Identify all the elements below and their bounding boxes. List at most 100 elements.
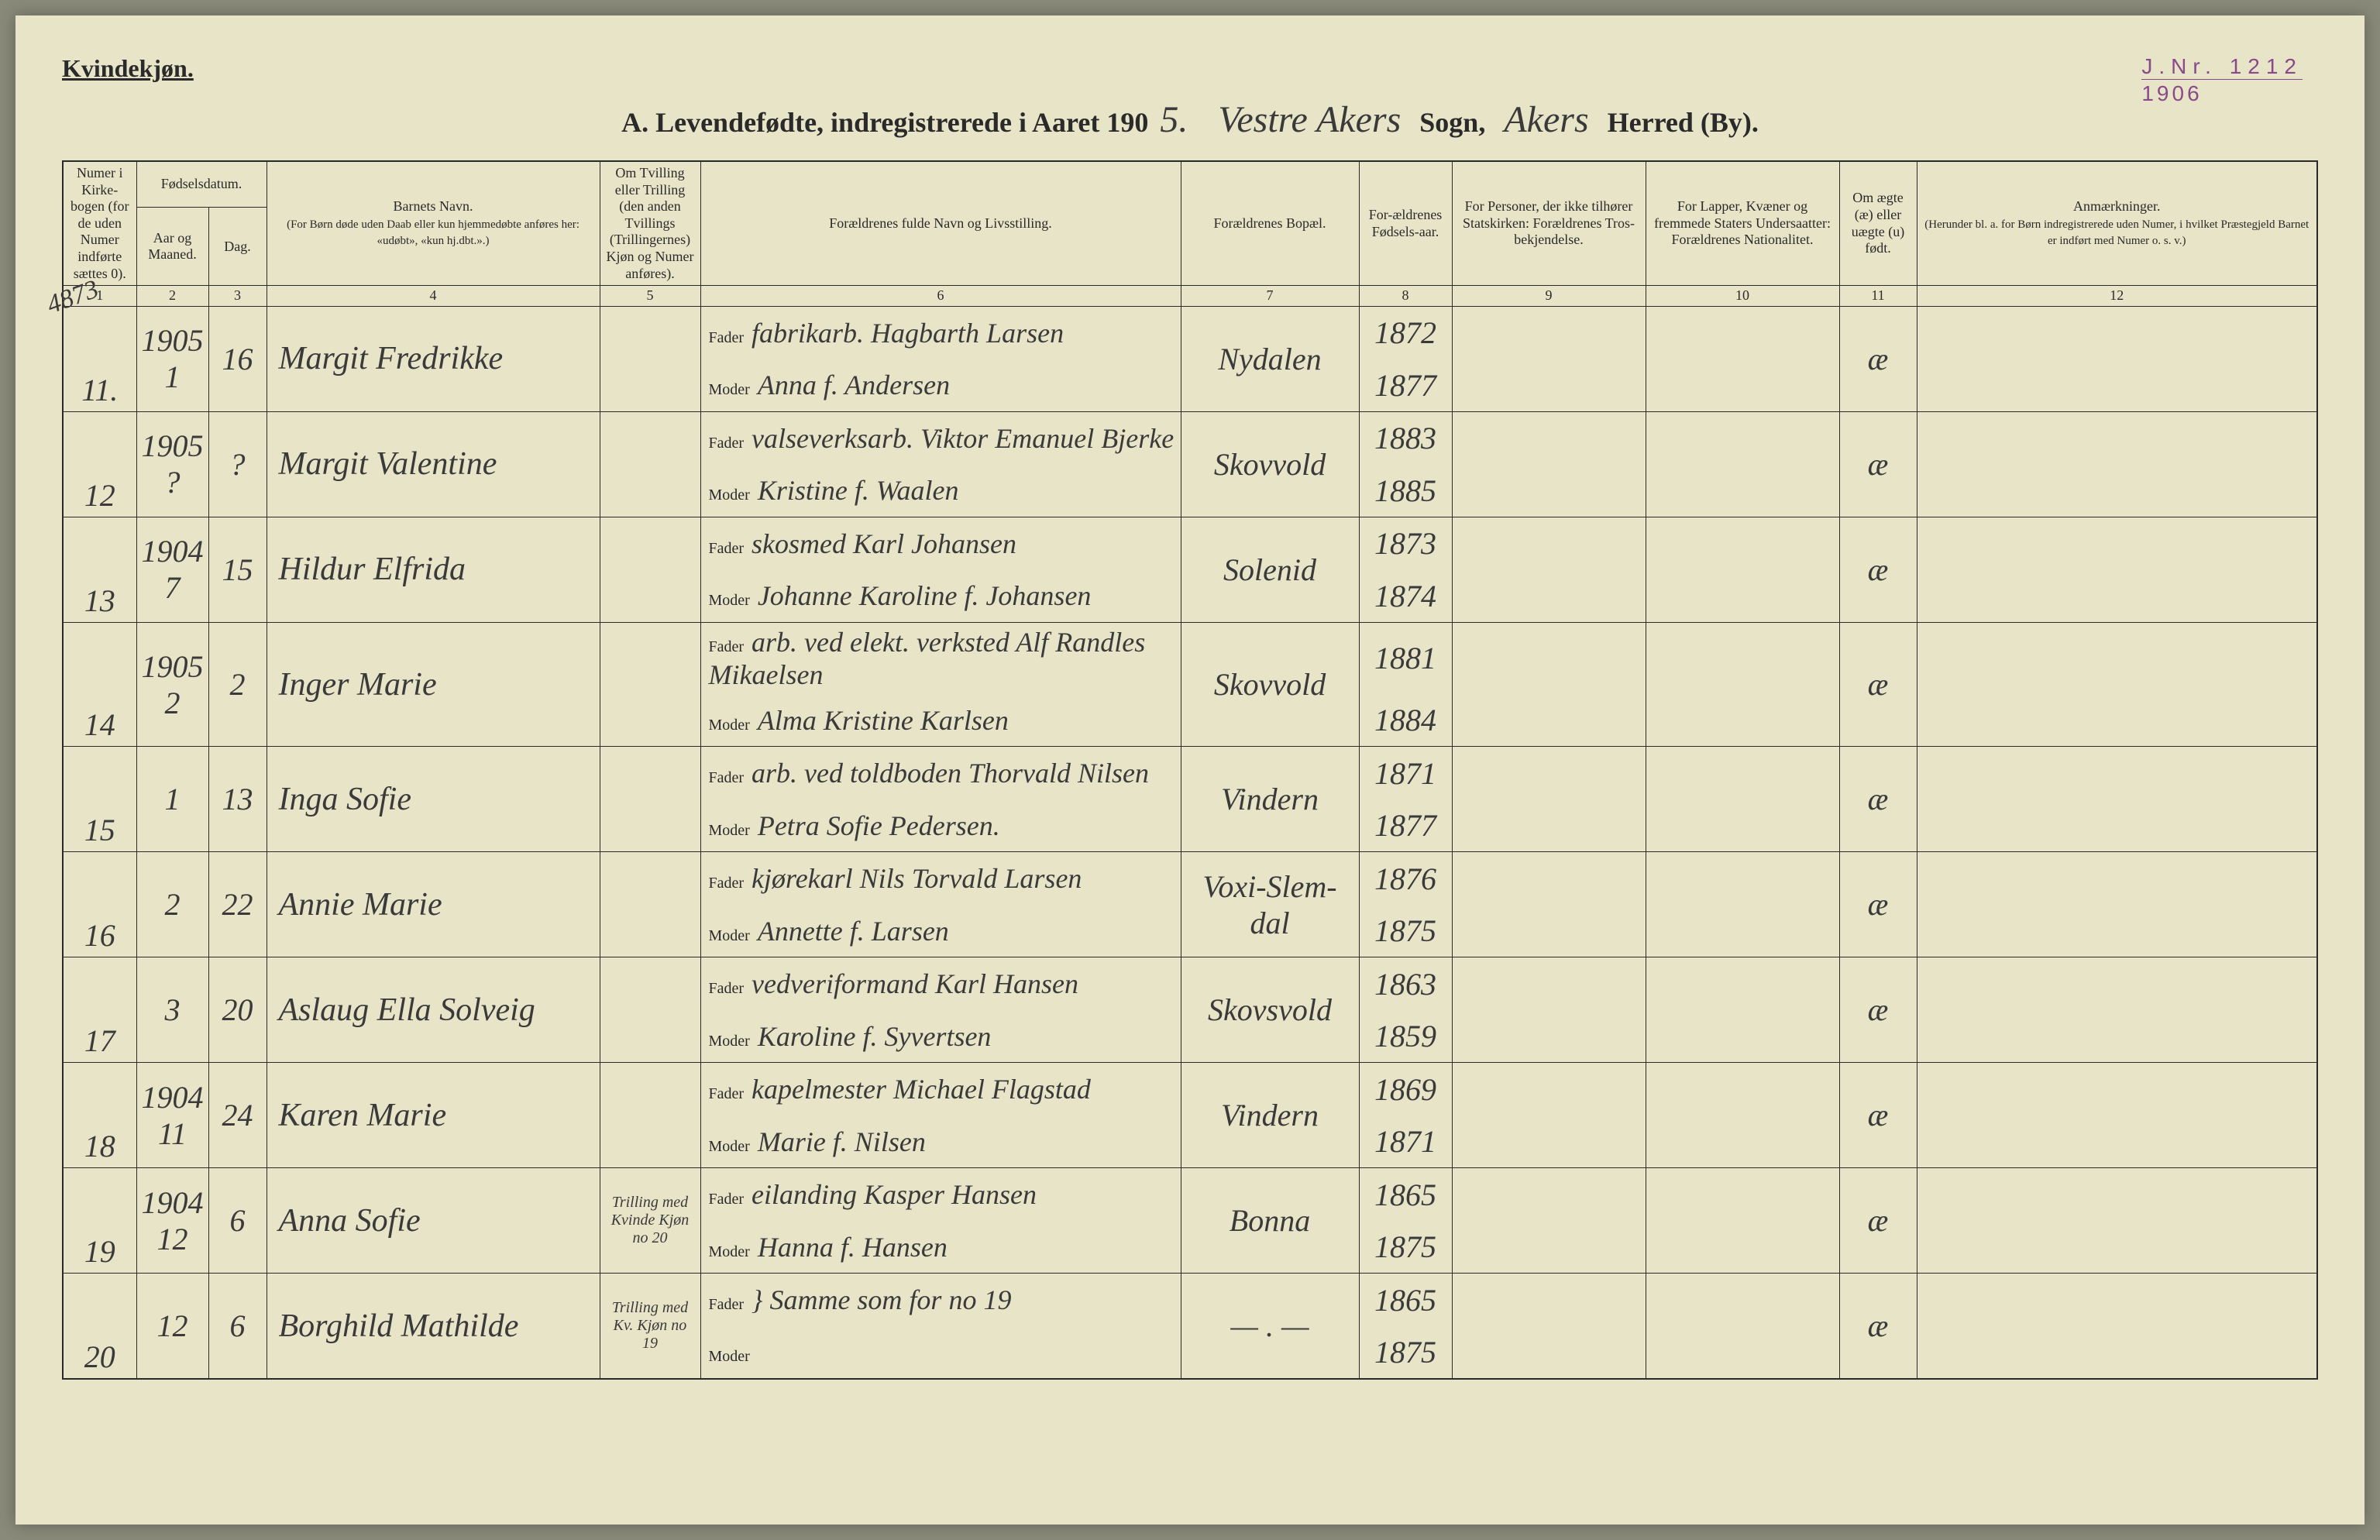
mother-birth-year: 1874 [1359, 569, 1452, 622]
col-header-residence: Forældrenes Bopæl. [1181, 161, 1359, 286]
legitimacy: æ [1839, 306, 1917, 411]
day: 6 [208, 1274, 267, 1379]
entry-number: 15 [63, 747, 136, 852]
religion [1452, 1168, 1646, 1274]
father-label: Fader [709, 1085, 745, 1102]
legitimacy: æ [1839, 747, 1917, 852]
day: 20 [208, 957, 267, 1063]
twin-note [600, 306, 700, 411]
father-label: Fader [709, 875, 745, 892]
legitimacy: æ [1839, 622, 1917, 747]
remarks [1917, 1168, 2317, 1274]
col-header-year-month: Aar og Maaned. [136, 208, 208, 286]
father-row: Faderkjørekarl Nils Torvald Larsen [700, 852, 1181, 905]
nationality [1646, 957, 1839, 1063]
col-header-parents: Forældrenes fulde Navn og Livsstilling. [700, 161, 1181, 286]
father-row: Faderfabrikarb. Hagbarth Larsen [700, 306, 1181, 359]
residence: Skovvold [1181, 622, 1359, 747]
father-row: Fader} Samme som for no 19 [700, 1274, 1181, 1326]
col-header-name: Barnets Navn. (For Børn døde uden Daab e… [267, 161, 600, 286]
father-label: Fader [709, 1191, 745, 1208]
year-month: 19052 [136, 622, 208, 747]
birth-register-table: Numer i Kirke-bogen (for de uden Numer i… [62, 160, 2318, 1380]
entry-number: 14 [63, 622, 136, 747]
nationality [1646, 1274, 1839, 1379]
twin-note: Trilling med Kv. Kjøn no 19 [600, 1274, 700, 1379]
table-row: 16222Annie MarieFaderkjørekarl Nils Torv… [63, 852, 2317, 905]
father-row: Faderarb. ved elekt. verksted Alf Randle… [700, 622, 1181, 694]
father-label: Fader [709, 435, 745, 452]
mother-label: Moder [709, 717, 750, 734]
year-month: 19047 [136, 517, 208, 622]
child-name: Inger Marie [267, 622, 600, 747]
remarks [1917, 747, 2317, 852]
table-header: Numer i Kirke-bogen (for de uden Numer i… [63, 161, 2317, 306]
religion [1452, 517, 1646, 622]
father-birth-year: 1871 [1359, 747, 1452, 799]
child-name: Anna Sofie [267, 1168, 600, 1274]
twin-note [600, 411, 700, 517]
father-birth-year: 1872 [1359, 306, 1452, 359]
legitimacy: æ [1839, 517, 1917, 622]
residence: Voxi-Slem-dal [1181, 852, 1359, 957]
day: 22 [208, 852, 267, 957]
mother-label: Moder [709, 486, 750, 504]
mother-row: Moder [700, 1326, 1181, 1379]
table-row: 121905??Margit ValentineFadervalseverksa… [63, 411, 2317, 464]
remarks [1917, 957, 2317, 1063]
mother-birth-year: 1875 [1359, 1221, 1452, 1274]
district-label: Herred (By). [1608, 107, 1759, 138]
remarks [1917, 852, 2317, 957]
year-month: 190411 [136, 1063, 208, 1168]
mother-row: ModerHanna f. Hansen [700, 1221, 1181, 1274]
residence: — . — [1181, 1274, 1359, 1379]
mother-row: ModerKristine f. Waalen [700, 464, 1181, 517]
father-row: Faderkapelmester Michael Flagstad [700, 1063, 1181, 1115]
mother-birth-year: 1877 [1359, 799, 1452, 852]
child-name: Karen Marie [267, 1063, 600, 1168]
father-birth-year: 1869 [1359, 1063, 1452, 1115]
father-birth-year: 1863 [1359, 957, 1452, 1010]
twin-note [600, 1063, 700, 1168]
child-name: Borghild Mathilde [267, 1274, 600, 1379]
journal-stamp: J.Nr. 1212 1906 [2141, 54, 2303, 106]
religion [1452, 852, 1646, 957]
father-birth-year: 1876 [1359, 852, 1452, 905]
mother-birth-year: 1875 [1359, 905, 1452, 957]
remarks [1917, 517, 2317, 622]
nationality [1646, 622, 1839, 747]
entry-number: 16 [63, 852, 136, 957]
entry-number: 19 [63, 1168, 136, 1274]
col-header-religion: For Personer, der ikke tilhører Statskir… [1452, 161, 1646, 286]
child-name: Margit Valentine [267, 411, 600, 517]
child-name: Aslaug Ella Solveig [267, 957, 600, 1063]
col-header-legitimacy: Om ægte (æ) eller uægte (u) født. [1839, 161, 1917, 286]
mother-birth-year: 1859 [1359, 1010, 1452, 1063]
mother-row: ModerJohanne Karoline f. Johansen [700, 569, 1181, 622]
ledger-page: J.Nr. 1212 1906 Kvindekjøn. A. Levendefø… [15, 15, 2365, 1525]
residence: Nydalen [1181, 306, 1359, 411]
residence: Skovsvold [1181, 957, 1359, 1063]
entry-number: 12 [63, 411, 136, 517]
twin-note [600, 622, 700, 747]
table-row: 14190522Inger MarieFaderarb. ved elekt. … [63, 622, 2317, 694]
entry-number: 17 [63, 957, 136, 1063]
nationality [1646, 852, 1839, 957]
father-label: Fader [709, 638, 745, 655]
legitimacy: æ [1839, 1168, 1917, 1274]
mother-label: Moder [709, 1348, 750, 1365]
religion [1452, 411, 1646, 517]
entry-number: 18 [63, 1063, 136, 1168]
year-month: 2 [136, 852, 208, 957]
mother-label: Moder [709, 381, 750, 398]
religion [1452, 306, 1646, 411]
col-header-birthdate: Fødselsdatum. [136, 161, 267, 208]
day: 16 [208, 306, 267, 411]
col-header-twin: Om Tvilling eller Trilling (den anden Tv… [600, 161, 700, 286]
remarks [1917, 411, 2317, 517]
year-month: 12 [136, 1274, 208, 1379]
father-label: Fader [709, 1296, 745, 1313]
page-title: A. Levendefødte, indregistrerede i Aaret… [62, 98, 2318, 141]
legitimacy: æ [1839, 852, 1917, 957]
mother-label: Moder [709, 822, 750, 839]
